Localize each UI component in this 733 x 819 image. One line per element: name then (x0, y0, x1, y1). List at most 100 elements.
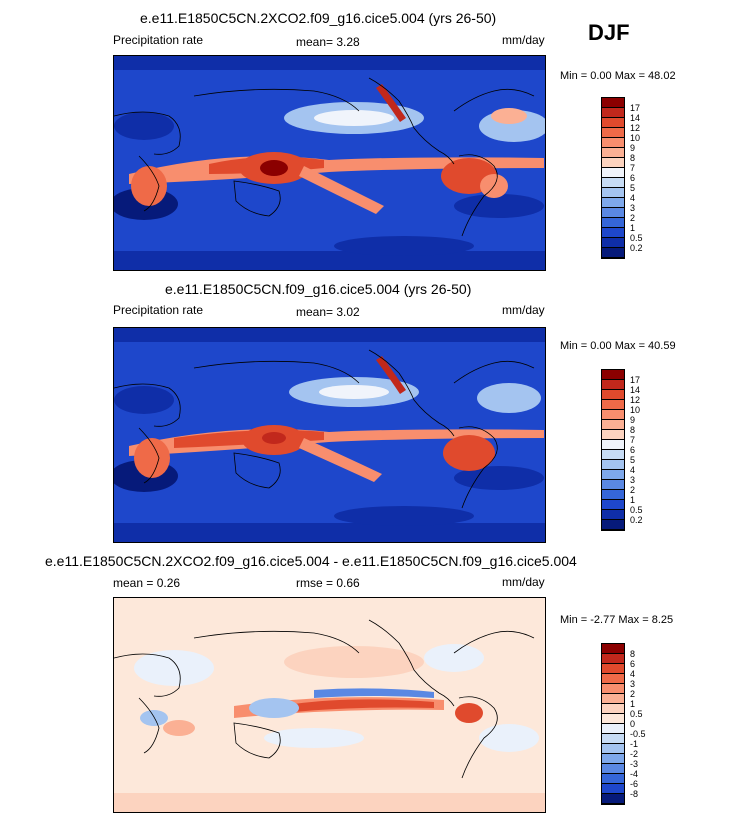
colorbar-level-label: 0.5 (630, 233, 643, 243)
colorbar-box (602, 470, 624, 480)
colorbar-box (602, 390, 624, 400)
colorbar-level-label: 6 (630, 173, 636, 183)
colorbar-box (602, 460, 624, 470)
panel3-minmax: Min = -2.77 Max = 8.25 (560, 614, 674, 626)
colorbar-box (602, 188, 624, 198)
colorbar-box (602, 218, 624, 228)
season-label: DJF (588, 20, 630, 45)
colorbar-level-label: 9 (630, 415, 636, 425)
colorbar-level-label: 0.5 (630, 709, 643, 719)
colorbar-box (602, 774, 624, 784)
colorbar-box (602, 148, 624, 158)
colorbar-box (602, 510, 624, 520)
colorbar-box (602, 98, 624, 108)
panel3-mean: mean = 0.26 (113, 576, 181, 590)
colorbar-box (602, 380, 624, 390)
colorbar-box (602, 754, 624, 764)
colorbar-box (602, 744, 624, 754)
colorbar-box (602, 480, 624, 490)
colorbar-box (602, 704, 624, 714)
colorbar-box (602, 724, 624, 734)
panel1-map-field (114, 56, 545, 270)
colorbar-level-label: -6 (630, 779, 639, 789)
colorbar-level-label: 10 (630, 405, 641, 415)
colorbar-level-label: 12 (630, 395, 641, 405)
colorbar-level-label: 5 (630, 183, 636, 193)
panel1-minmax: Min = 0.00 Max = 48.02 (560, 70, 676, 82)
colorbar-level-label: 0.2 (630, 243, 643, 253)
colorbar-level-label: 4 (630, 193, 636, 203)
colorbar-box (602, 694, 624, 704)
colorbar-level-label: 9 (630, 143, 636, 153)
colorbar-level-label: 1 (630, 699, 636, 709)
colorbar-box (602, 208, 624, 218)
colorbar-level-label: 1 (630, 223, 636, 233)
colorbar-box (602, 370, 624, 380)
colorbar-level-label: 8 (630, 153, 636, 163)
colorbar-level-label: 6 (630, 445, 636, 455)
colorbar-box (602, 500, 624, 510)
colorbar-box (602, 654, 624, 664)
colorbar-box (602, 520, 624, 530)
colorbar-level-label: 6 (630, 659, 636, 669)
panel3-colorbar: 8 6 4 3 2 1 0.5 0 -0.5 -1 -2 -3 -4 -6 -8 (601, 643, 646, 805)
colorbar-level-label: 3 (630, 203, 636, 213)
colorbar-level-label: 1 (630, 495, 636, 505)
colorbar-level-label: 12 (630, 123, 641, 133)
colorbar-box (602, 158, 624, 168)
colorbar-level-label: 0.2 (630, 515, 643, 525)
colorbar-box (602, 228, 624, 238)
colorbar-box (602, 168, 624, 178)
colorbar-box (602, 644, 624, 654)
colorbar-box (602, 198, 624, 208)
colorbar-box (602, 108, 624, 118)
colorbar-level-label: -8 (630, 789, 639, 799)
colorbar-box (602, 440, 624, 450)
colorbar-box (602, 714, 624, 724)
colorbar-level-label: 14 (630, 113, 641, 123)
panel3-map-field (114, 598, 545, 812)
colorbar-box (602, 784, 624, 794)
colorbar-level-label: 2 (630, 689, 636, 699)
panel2-colorbar: 17 14 12 10 9 8 7 6 5 4 3 2 1 0.5 0.2 (601, 369, 643, 531)
panel2-minmax: Min = 0.00 Max = 40.59 (560, 340, 676, 352)
colorbar-box (602, 410, 624, 420)
colorbar-box (602, 664, 624, 674)
panel2-left-label: Precipitation rate (113, 303, 204, 317)
colorbar-box (602, 684, 624, 694)
colorbar-level-label: 5 (630, 455, 636, 465)
panel2-map-field (114, 328, 545, 542)
panel1-units: mm/day (502, 33, 545, 47)
colorbar-box (602, 400, 624, 410)
colorbar-box (602, 118, 624, 128)
panel3-units: mm/day (502, 575, 545, 589)
colorbar-level-label: 0 (630, 719, 636, 729)
colorbar-level-label: 4 (630, 669, 636, 679)
colorbar-box (602, 490, 624, 500)
colorbar-box (602, 248, 624, 258)
colorbar-box (602, 764, 624, 774)
colorbar-level-label: 7 (630, 163, 636, 173)
panel1-map (113, 55, 546, 271)
colorbar-box (602, 178, 624, 188)
colorbar-level-label: 17 (630, 375, 641, 385)
colorbar-box (602, 734, 624, 744)
colorbar-level-label: 3 (630, 475, 636, 485)
panel3-map (113, 597, 546, 813)
panel3-title: e.e11.E1850C5CN.2XCO2.f09_g16.cice5.004 … (45, 553, 577, 569)
panel2-mean: mean= 3.02 (296, 305, 360, 319)
panel1-colorbar: 17 14 12 10 9 8 7 6 5 4 3 2 1 0.5 0.2 (601, 97, 643, 259)
colorbar-level-label: 8 (630, 425, 636, 435)
colorbar-level-label: 4 (630, 465, 636, 475)
colorbar-level-label: 8 (630, 649, 636, 659)
colorbar-level-label: 2 (630, 213, 636, 223)
colorbar-level-label: -2 (630, 749, 639, 759)
colorbar-level-label: -3 (630, 759, 639, 769)
panel1-title: e.e11.E1850C5CN.2XCO2.f09_g16.cice5.004 … (140, 10, 497, 26)
panel3-rmse: rmse = 0.66 (296, 576, 360, 590)
panel2-units: mm/day (502, 303, 545, 317)
colorbar-level-label: 0.5 (630, 505, 643, 515)
colorbar-box (602, 238, 624, 248)
panel1-left-label: Precipitation rate (113, 33, 204, 47)
colorbar-level-label: 7 (630, 435, 636, 445)
